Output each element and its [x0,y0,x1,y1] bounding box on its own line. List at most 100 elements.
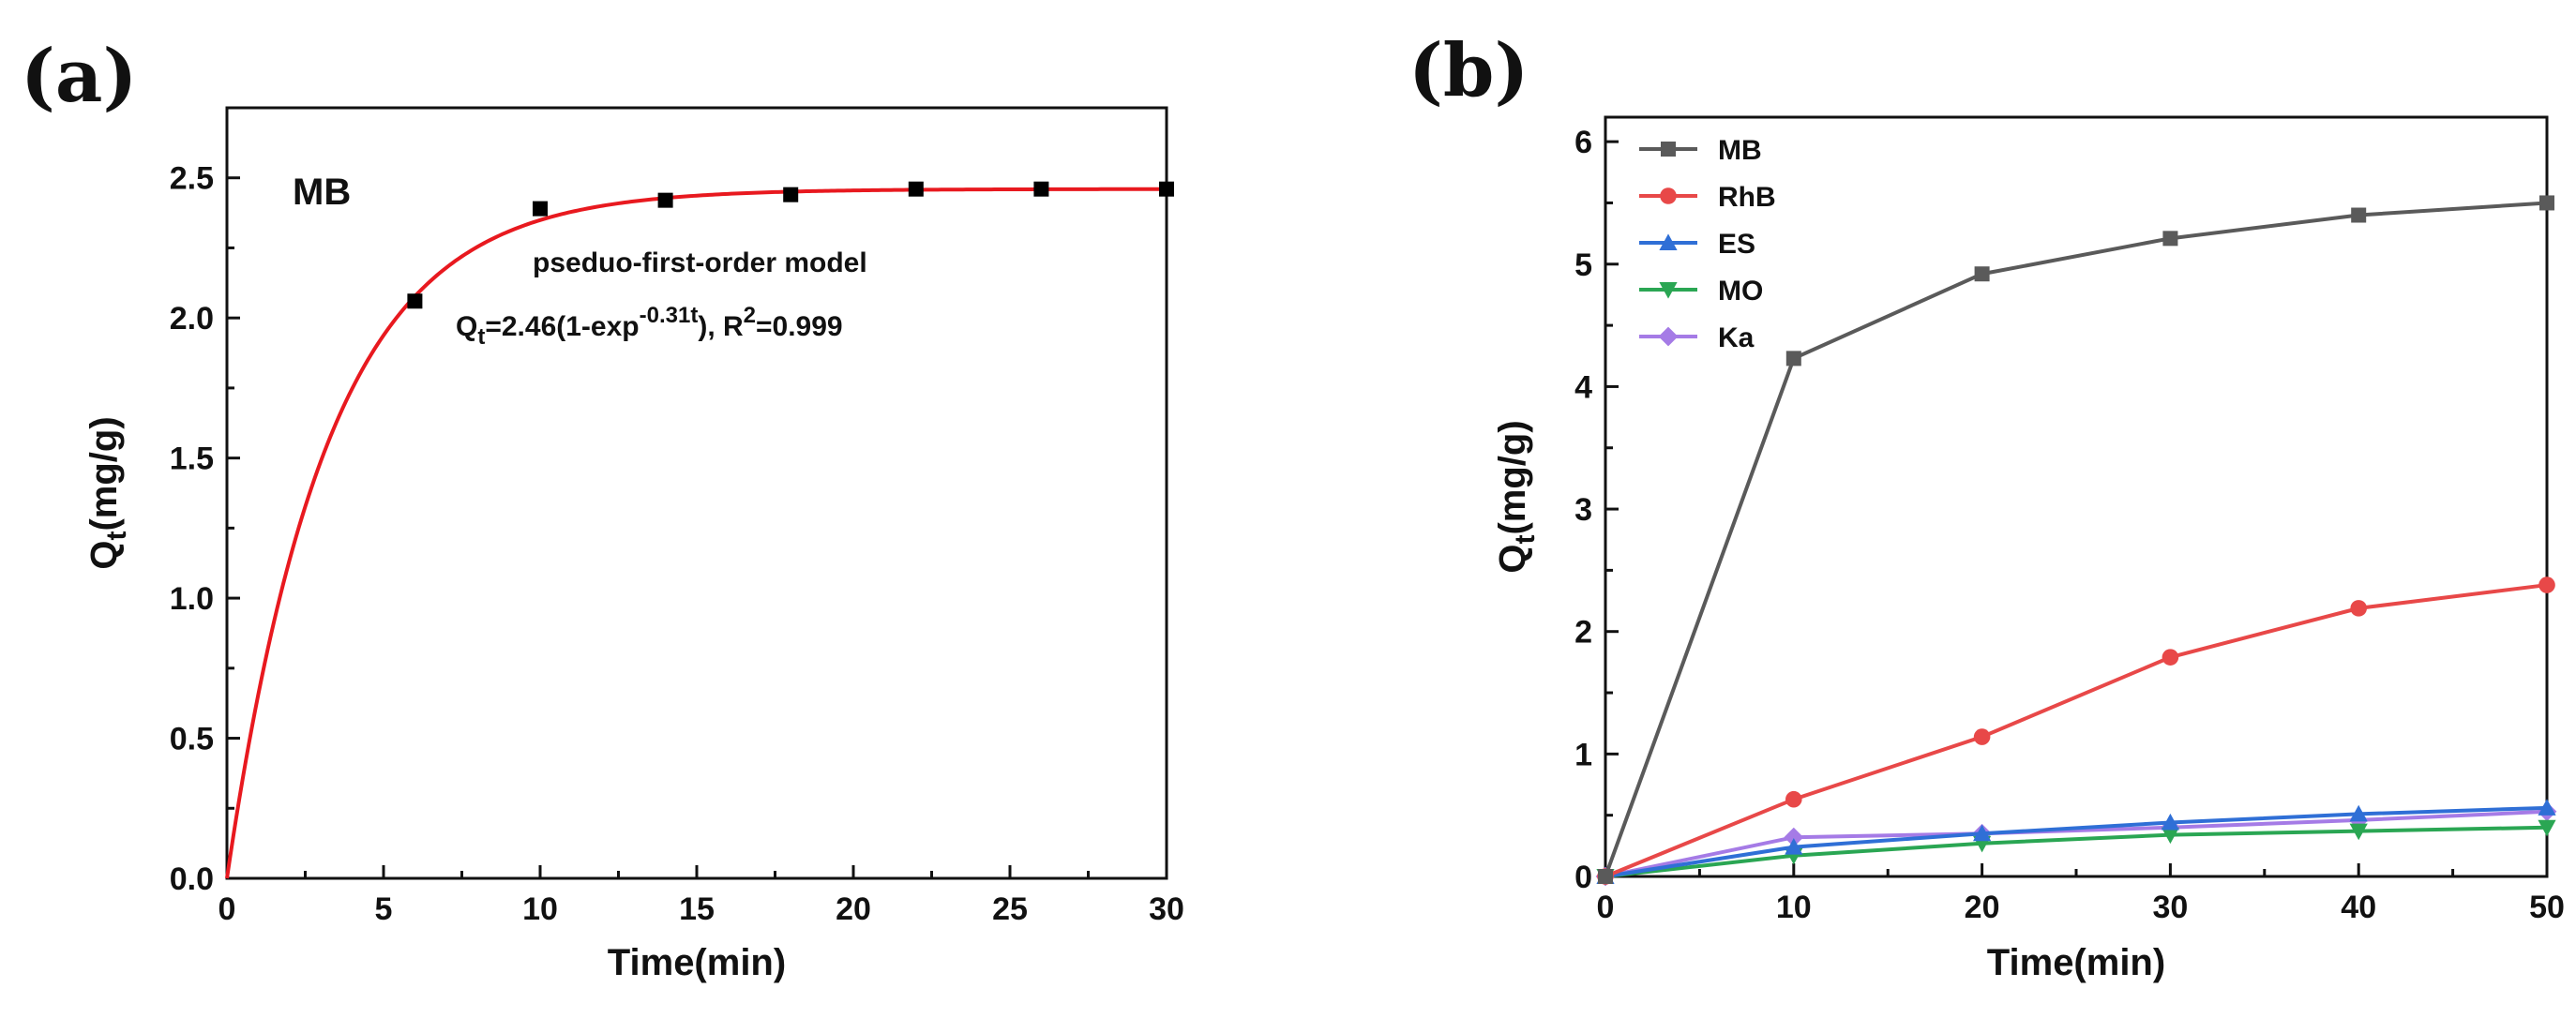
legend-item-mb: MB [1639,135,1762,166]
panel-a-letter: (a) [21,34,137,119]
y-label-base: Q [1492,545,1533,574]
y-label-base: Q [83,541,125,570]
y-tick-label: 0.5 [170,722,214,757]
eq-part2: ), R [698,311,744,342]
legend-label: Ka [1718,322,1755,353]
model-name: pseduo-first-order model [533,247,867,278]
panel-b-letter: (b) [1409,28,1529,113]
series-line [1604,825,2548,878]
data-point [1598,869,1613,884]
data-point [1033,181,1049,197]
data-point [657,192,673,208]
fit-curve [225,187,1167,879]
legend-item-mo: MO [1639,276,1763,307]
x-tick-label: 10 [1776,890,1812,925]
data-point [1974,266,1990,282]
data-point [2161,827,2179,845]
data-point [2161,813,2179,831]
y-label-sub: t [101,531,132,541]
eq-part1: =2.46(1-exp [485,311,639,342]
data-point [2351,207,2367,223]
series-rhb [1597,576,2555,885]
y-tick-label: 1 [1574,737,1592,772]
legend-label: RhB [1718,182,1776,213]
x-tick-label: 15 [679,891,715,927]
eq-r-sup: 2 [744,303,756,328]
legend-marker [1659,282,1678,299]
x-tick-label: 30 [2152,890,2188,925]
data-point [1973,824,1992,842]
panel-a: (a) 0 5 10 15 20 25 30 0.0 0.5 1.0 1.5 2.0 2.5 MB ps… [21,34,1184,983]
x-tick-label: 30 [1149,891,1184,927]
x-tick-label: 0 [218,891,236,927]
data-point [2538,576,2555,593]
data-point [1785,790,1802,808]
data-point [1785,838,1803,855]
data-point [2538,819,2556,837]
series-mb [1598,195,2554,884]
series-line [1604,201,2548,877]
data-point [1785,351,1801,367]
eq-q: Q [456,311,477,342]
y-axis-label: Qt(mg/g) [83,416,132,569]
legend-label: ES [1718,229,1755,260]
eq-exp-sup: -0.31t [640,303,699,328]
legend-marker [1660,187,1677,204]
data-point [2349,804,2368,822]
y-tick-label: 6 [1574,125,1592,160]
eq-q-sub: t [477,324,485,350]
x-axis-label: Time(min) [608,942,786,983]
y-tick-label: 4 [1574,369,1592,405]
x-tick-label: 10 [522,891,558,927]
y-tick-label: 0.0 [170,861,214,897]
data-point [2538,799,2556,816]
panel-b: (b) 0 10 20 30 40 50 0 1 2 3 4 5 6 MB RhB ES MO Ka Time(… [1409,28,2565,983]
data-point [2162,231,2178,247]
data-point [2162,649,2179,666]
y-tick-label: 1.0 [170,581,214,617]
legend-marker [1658,326,1679,347]
y-tick-label: 5 [1574,247,1592,283]
x-axis-label: Time(min) [1987,942,2165,983]
data-point [2349,823,2368,841]
data-point [1784,827,1804,847]
data-point [1973,728,1991,745]
x-tick-label: 40 [2341,890,2376,925]
fit-equation: Qt=2.46(1-exp-0.31t), R2=0.999 [456,303,843,350]
data-point [2350,600,2367,617]
y-tick-label: 2.5 [170,161,214,197]
x-tick-label: 0 [1597,890,1615,925]
data-point [908,181,924,197]
legend-marker [1659,233,1678,250]
y-axis-label: Qt(mg/g) [1492,420,1541,573]
y-tick-label: 2.0 [170,301,214,337]
x-tick-label: 50 [2529,890,2565,925]
y-label-rest: (mg/g) [83,416,125,531]
x-tick-label: 20 [836,891,871,927]
legend-item-rhb: RhB [1639,182,1776,213]
x-tick-label: 5 [375,891,393,927]
series-line [1604,805,2548,878]
series-line [1604,809,2548,878]
x-tick-label: 25 [992,891,1028,927]
eq-part3: =0.999 [756,311,843,342]
y-tick-label: 2 [1574,615,1592,651]
data-point [1159,181,1174,197]
y-label-sub: t [1510,535,1541,545]
data-point [2539,195,2554,211]
y-tick-label: 3 [1574,492,1592,528]
legend-label: MO [1718,276,1763,307]
data-point [533,201,548,217]
dye-label: MB [293,172,351,213]
legend-marker [1661,142,1676,157]
data-point [783,187,799,202]
y-label-rest: (mg/g) [1492,420,1533,534]
panel-a-frame [225,106,1168,880]
legend-item-es: ES [1639,229,1755,260]
x-tick-label: 20 [1965,890,2000,925]
legend-item-ka: Ka [1639,322,1755,353]
data-point [407,293,423,309]
series-line [1604,583,2548,878]
y-tick-label: 0 [1574,860,1592,895]
